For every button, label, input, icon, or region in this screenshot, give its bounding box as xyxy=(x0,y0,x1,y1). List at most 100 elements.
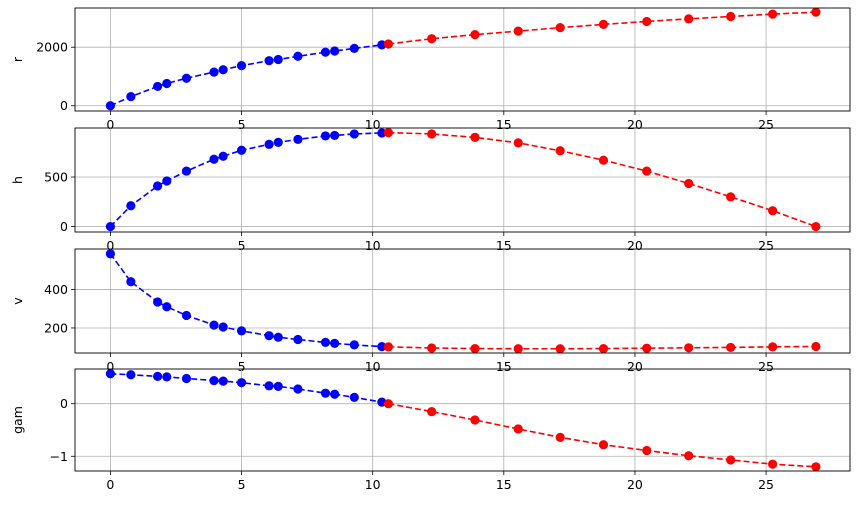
data-point xyxy=(642,445,652,456)
x-tick-label: 5 xyxy=(238,477,246,492)
data-point xyxy=(349,340,359,350)
y-tick-label: 0 xyxy=(60,219,68,234)
data-point xyxy=(726,192,736,202)
data-point xyxy=(293,334,303,345)
data-point xyxy=(427,343,437,353)
data-point xyxy=(126,92,136,102)
data-point xyxy=(642,166,652,176)
data-point xyxy=(377,128,387,138)
data-point xyxy=(209,320,219,330)
data-point xyxy=(181,373,192,384)
data-point xyxy=(684,451,694,461)
data-point xyxy=(105,221,116,232)
series-line-1 xyxy=(388,345,816,350)
y-tick-label: 500 xyxy=(44,170,68,185)
data-point xyxy=(811,221,821,232)
data-point xyxy=(273,381,283,391)
x-tick-label: 10 xyxy=(365,477,381,492)
x-tick-label: 0 xyxy=(106,238,114,253)
data-point xyxy=(555,432,565,442)
x-tick-label: 0 xyxy=(106,359,114,374)
data-point xyxy=(209,67,219,77)
data-point xyxy=(513,344,523,354)
data-point xyxy=(218,151,228,161)
x-tick-label: 20 xyxy=(627,477,643,492)
data-point xyxy=(320,388,331,398)
data-point xyxy=(349,392,359,402)
data-point xyxy=(209,375,219,386)
data-point xyxy=(181,310,192,321)
data-point xyxy=(320,131,331,141)
subplot-gam: 0 5 10 15 20 25 −1 0 gam xyxy=(10,368,851,492)
y-tick-label: 0 xyxy=(60,98,68,113)
axes-frame xyxy=(74,7,851,112)
data-point xyxy=(181,73,192,83)
data-point xyxy=(555,344,565,354)
series-line-0 xyxy=(110,44,382,107)
data-point xyxy=(162,372,172,382)
data-point xyxy=(684,343,694,353)
data-point xyxy=(236,326,247,336)
data-point xyxy=(330,130,340,141)
x-tick-label: 15 xyxy=(496,359,512,374)
data-point xyxy=(768,342,778,352)
y-tick-label: 2000 xyxy=(36,40,68,55)
data-point xyxy=(264,381,274,391)
data-point xyxy=(598,440,609,450)
y-tick-label: 400 xyxy=(44,282,68,297)
data-point xyxy=(513,424,523,434)
data-point xyxy=(383,342,394,352)
data-point xyxy=(684,14,694,24)
data-point xyxy=(320,47,331,57)
data-point xyxy=(427,406,437,417)
data-point xyxy=(209,154,219,164)
y-tick-label: −1 xyxy=(50,449,68,464)
data-point xyxy=(264,56,274,66)
data-point xyxy=(427,34,437,44)
data-point xyxy=(105,369,116,379)
data-point xyxy=(105,249,116,259)
data-point xyxy=(598,19,609,29)
data-point xyxy=(811,462,821,472)
data-point xyxy=(273,332,283,342)
data-point xyxy=(181,166,192,176)
x-tick-label: 20 xyxy=(627,359,643,374)
data-point xyxy=(349,129,359,139)
y-axis-label: v xyxy=(10,297,25,305)
data-point xyxy=(264,139,274,149)
y-axis-label: r xyxy=(10,56,25,62)
data-point xyxy=(513,26,523,36)
data-point xyxy=(153,81,163,92)
data-point xyxy=(349,43,359,53)
data-point xyxy=(470,30,480,40)
data-point xyxy=(811,341,821,352)
data-point xyxy=(768,459,778,469)
data-point xyxy=(598,343,609,354)
x-tick-label: 0 xyxy=(106,477,114,492)
data-point xyxy=(726,11,736,22)
data-point xyxy=(555,23,565,33)
data-point xyxy=(383,128,394,138)
data-point xyxy=(726,342,736,353)
data-point xyxy=(105,101,116,111)
x-tick-label: 0 xyxy=(106,117,114,132)
x-tick-label: 25 xyxy=(758,477,774,492)
y-tick-label: 0 xyxy=(60,396,68,411)
x-tick-label: 10 xyxy=(365,359,381,374)
data-point xyxy=(236,61,247,71)
subplot-v: 0 5 10 15 20 25 200 400 v xyxy=(10,248,851,374)
data-point xyxy=(811,7,821,17)
series-line-1 xyxy=(388,11,816,45)
data-point xyxy=(153,181,163,191)
data-point xyxy=(236,378,247,388)
series-line-0 xyxy=(110,372,382,403)
data-point xyxy=(684,178,694,189)
y-tick-label: 200 xyxy=(44,320,68,335)
data-point xyxy=(236,145,247,155)
data-point xyxy=(383,39,394,49)
data-point xyxy=(218,322,228,332)
data-point xyxy=(162,78,172,89)
data-point xyxy=(126,201,136,211)
